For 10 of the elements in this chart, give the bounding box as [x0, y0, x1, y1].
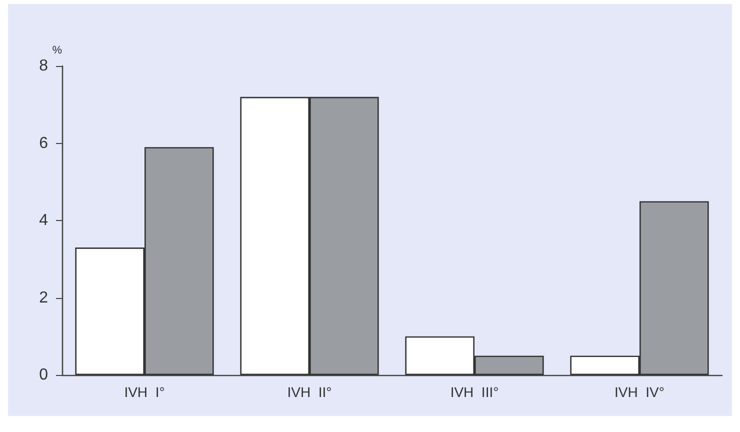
x-tick-label: IVH IV°: [614, 384, 664, 400]
y-tick-label: 8: [39, 58, 48, 74]
y-axis-title: %: [52, 44, 62, 56]
y-tick-label: 4: [39, 212, 48, 229]
x-tick-label: IVH I°: [124, 384, 165, 400]
y-tick-label: 0: [39, 366, 48, 384]
x-tick-label: IVH II°: [287, 384, 332, 400]
x-tick-label: IVH III°: [450, 384, 499, 400]
y-tick-label: 2: [39, 289, 48, 306]
y-tick-label: 6: [39, 134, 48, 152]
